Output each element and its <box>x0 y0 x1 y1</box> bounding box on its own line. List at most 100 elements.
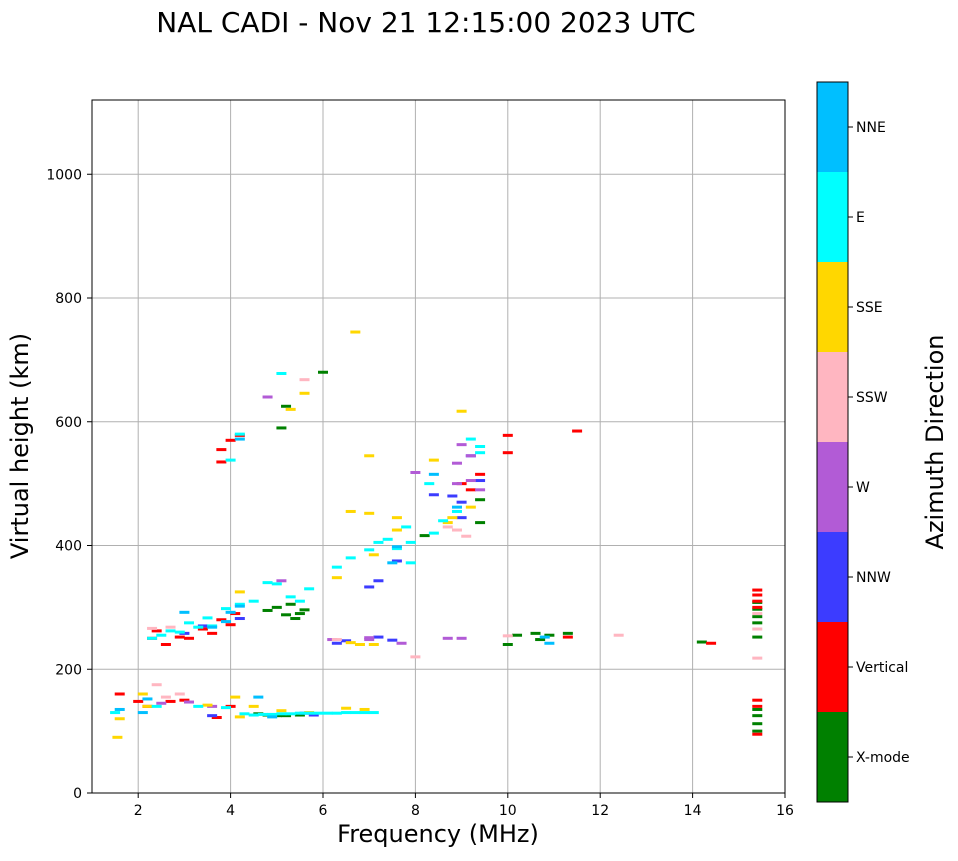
colorbar-tick-label: NNW <box>856 570 891 586</box>
x-tick-label: 6 <box>319 803 328 819</box>
echo-point-e <box>475 445 486 448</box>
echo-point-nne <box>234 604 245 608</box>
y-tick-label: 200 <box>55 662 82 678</box>
echo-point-sse <box>456 409 467 413</box>
echo-point-w <box>396 641 407 645</box>
echo-point-nnw <box>364 585 375 589</box>
echo-point-e <box>405 540 416 544</box>
echo-point-nne <box>544 641 555 645</box>
echo-point-ssw <box>442 525 453 529</box>
echo-point-w <box>451 482 462 486</box>
echo-point-e <box>391 547 402 551</box>
echo-point-e <box>174 630 185 634</box>
echo-point-w <box>410 470 421 474</box>
colorbar-segment-e <box>817 172 848 262</box>
x-axis-ticks: 2 4 6 8 10 12 14 16 <box>134 793 794 819</box>
echo-point-e <box>225 458 236 462</box>
x-axis-label: Frequency (MHz) <box>337 820 539 848</box>
echo-point-vertical <box>174 635 185 639</box>
x-tick-label: 10 <box>499 803 517 819</box>
echo-point-ssw <box>461 534 472 538</box>
y-axis-ticks: 0 200 400 600 800 1000 <box>46 167 92 802</box>
echo-point-x-mode <box>419 534 430 538</box>
echo-point-nne <box>179 610 190 614</box>
y-tick-label: 1000 <box>46 167 82 183</box>
echo-point-x-mode <box>502 643 513 646</box>
echo-point-vertical <box>207 631 218 635</box>
echo-point-ssw <box>151 683 162 687</box>
echo-point-x-mode <box>752 607 763 611</box>
echo-point-x-mode <box>299 608 310 612</box>
echo-point-vertical <box>562 635 573 639</box>
echo-point-nne <box>428 472 439 476</box>
echo-point-e <box>451 509 462 513</box>
echo-point-e <box>184 621 195 625</box>
echo-point-vertical <box>752 704 763 708</box>
colorbar-frame <box>816 81 849 803</box>
echo-point-nnw <box>341 639 352 643</box>
colorbar-segment-w <box>817 442 848 532</box>
echo-point-x-mode <box>752 621 763 625</box>
echo-point-sse <box>331 576 342 580</box>
echo-point-nnw <box>373 635 384 639</box>
echo-point-sse <box>447 516 458 520</box>
echo-point-vertical <box>752 732 763 736</box>
echo-point-e <box>341 711 352 715</box>
echo-point-vertical <box>752 605 763 609</box>
echo-point-e <box>401 525 412 529</box>
echo-point-sse <box>341 706 352 710</box>
echo-point-e <box>359 711 370 715</box>
echo-point-ssw <box>410 655 421 659</box>
echo-point-x-mode <box>752 722 763 726</box>
echo-point-w <box>184 700 195 704</box>
echo-point-vertical <box>184 636 195 640</box>
colorbar: X-mode Vertical NNW W SSW SSE E NNE <box>816 81 910 803</box>
echo-point-e <box>202 616 213 620</box>
colorbar-segment-ssw <box>817 352 848 442</box>
echo-point-x-mode <box>285 602 296 606</box>
echo-point-x-mode <box>535 638 546 642</box>
echo-point-x-mode <box>318 370 328 374</box>
echo-point-e <box>234 432 245 436</box>
echo-point-nne <box>114 707 125 711</box>
echo-point-e <box>294 711 305 715</box>
echo-point-e <box>428 531 439 535</box>
echo-point-vertical <box>133 699 144 703</box>
echo-point-e <box>165 629 176 633</box>
echo-point-vertical <box>752 698 763 702</box>
echo-point-x-mode <box>544 633 555 637</box>
echo-point-x-mode <box>294 713 305 717</box>
echo-point-e <box>193 704 204 708</box>
y-tick-label: 400 <box>55 539 82 555</box>
echo-point-e <box>313 711 324 715</box>
colorbar-segment-nnw <box>817 532 848 622</box>
echo-point-vertical <box>160 643 171 646</box>
echo-point-w <box>465 454 476 458</box>
echo-point-sse <box>364 454 375 458</box>
echo-point-e <box>382 537 393 541</box>
echo-point-sse <box>234 715 245 719</box>
echo-point-vertical <box>216 448 227 452</box>
echo-point-e <box>350 711 361 715</box>
echo-point-e <box>239 712 250 716</box>
echo-point-nnw <box>234 617 245 621</box>
echo-point-nne <box>267 715 278 719</box>
echo-point-ssw <box>165 625 176 629</box>
echo-point-ssw <box>752 612 763 616</box>
echo-point-x-mode <box>752 714 763 718</box>
echo-point-e <box>257 712 268 716</box>
echo-point-nne <box>220 620 231 624</box>
echo-point-x-mode <box>294 612 305 616</box>
colorbar-tick-label: E <box>856 210 865 226</box>
y-axis-label: Virtual height (km) <box>6 333 34 559</box>
echo-point-x-mode <box>512 633 523 637</box>
echo-point-sse <box>368 643 379 646</box>
echo-point-w <box>262 395 273 399</box>
echo-point-sse <box>202 703 213 707</box>
echo-point-sse <box>248 704 259 708</box>
echo-point-sse <box>230 695 241 699</box>
echo-point-e <box>285 595 296 599</box>
echo-point-x-mode <box>752 707 763 711</box>
echo-point-e <box>151 704 162 708</box>
